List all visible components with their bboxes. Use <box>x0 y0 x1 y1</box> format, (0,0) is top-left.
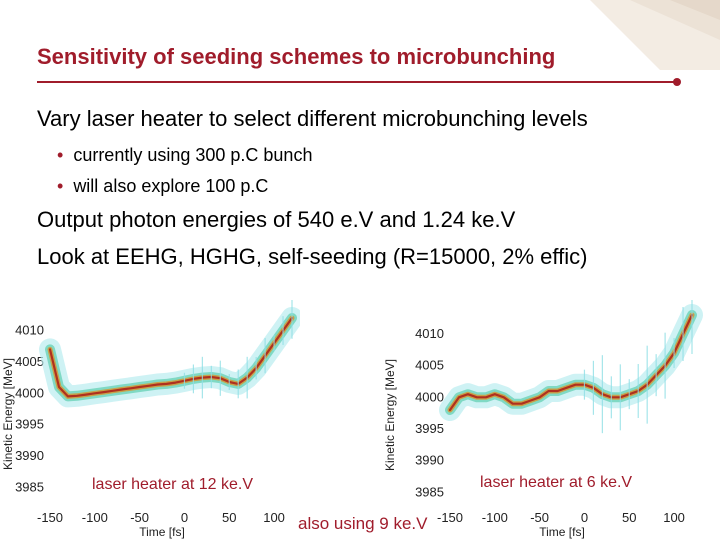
x-tick-label: 0 <box>581 510 588 525</box>
chart-right: 3985 3990 3995 4000 4005 4010 -150 -100 -50 0 50 10… <box>383 300 703 539</box>
title-rule-dot <box>673 78 681 86</box>
x-tick-label: 50 <box>622 510 636 525</box>
x-tick-label: 100 <box>663 510 685 525</box>
chart-left: 3985 3990 3995 4000 4005 4010 -150 -100 -50 0 50 10… <box>1 300 300 539</box>
x-tick-label: 100 <box>263 510 285 525</box>
y-tick-label: 3990 <box>415 453 444 468</box>
y-tick-label: 4000 <box>15 385 44 400</box>
x-tick-label: -150 <box>37 510 63 525</box>
title-rule <box>37 81 677 83</box>
y-axis-label: Kinetic Energy [MeV] <box>1 358 15 470</box>
x-tick-label: 50 <box>222 510 236 525</box>
x-tick-label: -100 <box>482 510 508 525</box>
y-tick-label: 3985 <box>415 484 444 499</box>
sub-bullet-2: • will also explore 100 p.C <box>57 176 269 196</box>
bullet-3: Look at EEHG, HGHG, self-seeding (R=1500… <box>37 244 588 269</box>
y-axis-label: Kinetic Energy [MeV] <box>383 359 397 471</box>
bullet-1: Vary laser heater to select different mi… <box>37 106 588 131</box>
bullet-2: Output photon energies of 540 e.V and 1.… <box>37 207 516 232</box>
y-tick-label: 3985 <box>15 479 44 494</box>
y-tick-label: 4010 <box>15 323 44 338</box>
chart-annotation: laser heater at 6 ke.V <box>480 474 632 491</box>
beam-core <box>48 316 294 398</box>
x-tick-label: -100 <box>82 510 108 525</box>
x-axis-label: Time [fs] <box>139 525 185 539</box>
y-tick-label: 3990 <box>15 448 44 463</box>
y-tick-label: 4005 <box>15 354 44 369</box>
x-axis-label: Time [fs] <box>539 525 585 539</box>
y-tick-label: 3995 <box>15 417 44 432</box>
x-tick-label: 0 <box>181 510 188 525</box>
x-tick-label: -50 <box>530 510 549 525</box>
y-tick-label: 4010 <box>415 326 444 341</box>
bottom-note: also using 9 ke.V <box>298 514 428 533</box>
sub-bullet-2-text: will also explore 100 p.C <box>73 176 269 196</box>
y-tick-label: 3995 <box>415 421 444 436</box>
sub-bullet-1-text: currently using 300 p.C bunch <box>73 145 313 165</box>
beam-core <box>448 313 694 412</box>
x-tick-label: -150 <box>437 510 463 525</box>
slide-title: Sensitivity of seeding schemes to microb… <box>37 44 556 69</box>
sub-bullet-1: • currently using 300 p.C bunch <box>57 145 313 165</box>
chart-annotation: laser heater at 12 ke.V <box>92 476 253 493</box>
y-tick-label: 4000 <box>415 389 444 404</box>
x-tick-label: -50 <box>130 510 149 525</box>
y-tick-label: 4005 <box>415 358 444 373</box>
corner-decoration <box>550 0 720 70</box>
